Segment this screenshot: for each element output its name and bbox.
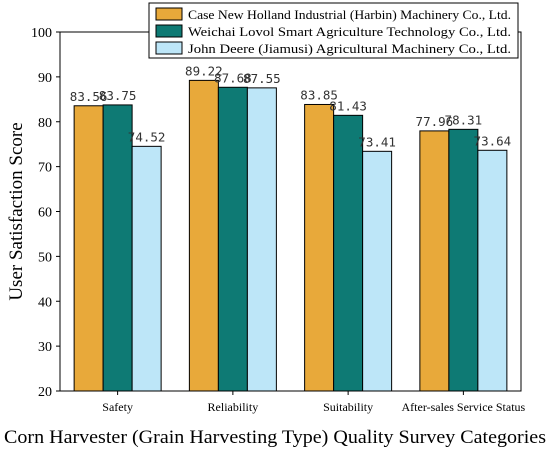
bar (246, 87, 277, 392)
bar (102, 104, 133, 392)
legend-label: John Deere (Jiamusi) Agricultural Machin… (188, 42, 511, 56)
bar-value-label: 73.64 (474, 133, 512, 148)
legend-frame (148, 2, 519, 59)
y-tick-label: 60 (38, 206, 52, 221)
x-tick-label: After-sales Service Status (402, 400, 526, 414)
y-tick-label: 30 (38, 340, 52, 355)
bar (419, 130, 450, 392)
bar (131, 145, 162, 392)
legend-swatch (155, 41, 183, 55)
bar-value-label: 87.68 (214, 70, 252, 85)
bar (333, 114, 364, 392)
bar (477, 149, 508, 392)
bar (73, 105, 104, 392)
bar (217, 86, 248, 392)
legend: Case New Holland Industrial (Harbin) Mac… (148, 2, 519, 59)
x-axis: Safety Reliability Suitability After-sales … (102, 391, 526, 414)
bar (362, 150, 393, 392)
bar-value-label: 78.31 (445, 112, 483, 127)
x-tick-label: Safety (102, 400, 133, 414)
legend-swatch (155, 24, 183, 38)
y-tick-label: 40 (38, 295, 52, 310)
bar-value-label: 83.85 (300, 87, 338, 102)
x-axis-title: Corn Harvester (Grain Harvesting Type) Q… (4, 427, 546, 448)
x-tick-label: Reliability (208, 400, 259, 414)
bar (304, 103, 335, 392)
bar-value-label: 83.75 (99, 88, 137, 103)
x-tick-label: Suitability (323, 400, 373, 414)
legend-swatch (155, 7, 183, 21)
bar (188, 79, 219, 392)
legend-label: Case New Holland Industrial (Harbin) Mac… (188, 8, 511, 22)
y-axis: 20 30 40 50 60 70 80 90 100 (31, 26, 60, 400)
bar-value-label: 89.22 (185, 63, 223, 78)
bar-value-label: 87.55 (243, 71, 281, 86)
y-tick-label: 50 (38, 250, 52, 265)
y-tick-label: 70 (38, 161, 52, 176)
bar-value-label: 74.52 (128, 129, 166, 144)
bar-value-label: 77.96 (416, 114, 454, 129)
bar-value-label: 83.56 (70, 89, 108, 104)
y-tick-label: 90 (38, 71, 52, 86)
legend-label: Weichai Lovol Smart Agriculture Technolo… (188, 25, 511, 39)
y-tick-label: 100 (31, 26, 52, 41)
y-tick-label: 80 (38, 116, 52, 131)
y-tick-label: 20 (38, 385, 52, 400)
bar-value-label: 73.41 (358, 134, 396, 149)
bar-value-label: 81.43 (329, 98, 367, 113)
y-axis-title: User Satisfaction Score (6, 122, 27, 300)
bar (448, 128, 479, 392)
